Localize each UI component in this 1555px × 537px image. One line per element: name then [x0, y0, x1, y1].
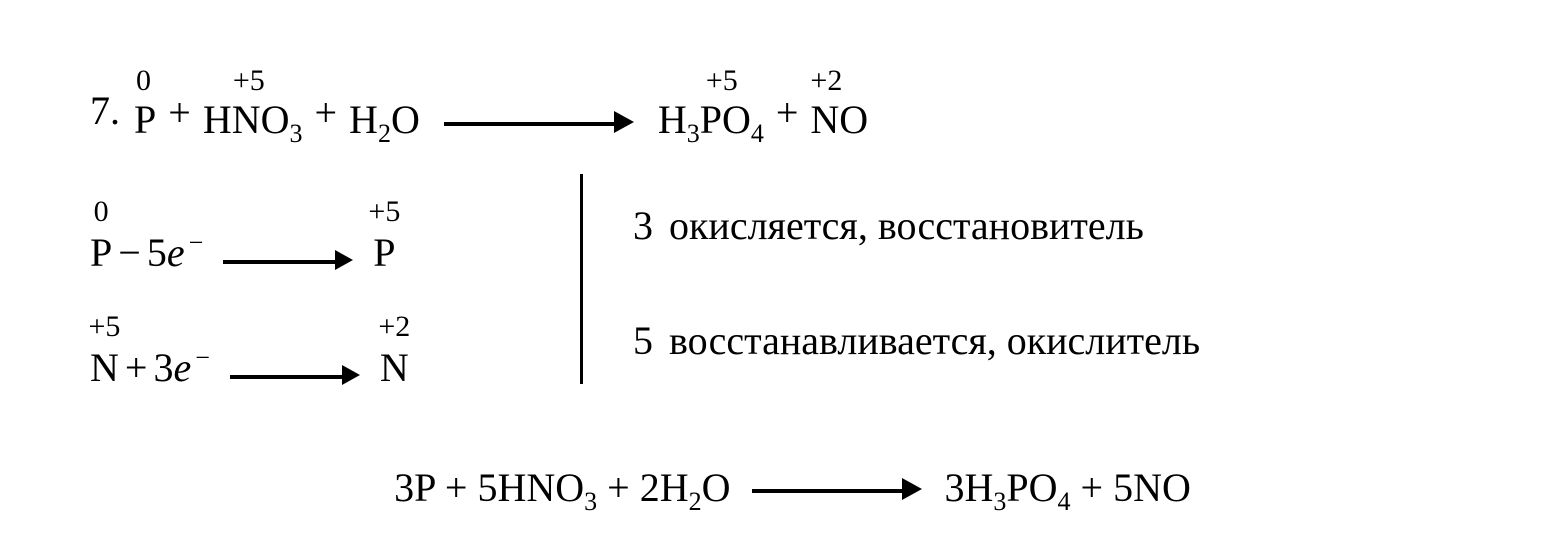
element-right: +5 P — [373, 229, 395, 276]
oxidation-state: 0 — [136, 66, 151, 96]
electron-count: 3 — [153, 344, 173, 391]
multiplier: 5 — [633, 317, 653, 364]
product-no: +2 NO — [810, 100, 868, 140]
plus-sign: + — [156, 89, 203, 140]
formula: P — [134, 100, 156, 140]
formula: H3PO4 — [658, 100, 764, 140]
plus-sign: + — [302, 89, 349, 140]
operator: + — [119, 344, 154, 391]
element-right: +2 N — [380, 344, 409, 391]
electron-symbol: e− — [167, 229, 203, 276]
formula: H2O — [349, 100, 420, 140]
role-text: восстанавливается, окислитель — [669, 317, 1200, 364]
half-reaction-oxidation: 0 P − 5 e− +5 P — [90, 176, 550, 276]
half-reactions: 0 P − 5 e− +5 P +5 N + — [90, 168, 570, 398]
half-reaction-reduction: +5 N + 3 e− +2 N — [90, 291, 550, 391]
oxidation-label-row: 3 окисляется, восстановитель — [633, 176, 1200, 276]
reactant-p: 0 P — [134, 100, 156, 140]
reduction-label-row: 5 восстанавливается, окислитель — [633, 291, 1200, 391]
oxidation-state: +5 — [233, 66, 265, 96]
problem-number: 7. — [90, 87, 120, 140]
oxidation-state: +2 — [378, 312, 410, 342]
reactant-hno3: +5 HNO3 — [203, 100, 303, 140]
role-text: окисляется, восстановитель — [669, 202, 1144, 249]
balanced-equation-text: 3P + 5HNO3 + 2H2O3H3PO4 + 5NO — [394, 468, 1191, 508]
electron-balance-block: 0 P − 5 e− +5 P +5 N + — [90, 168, 1495, 398]
element-left: 0 P — [90, 229, 112, 276]
oxidation-state: +5 — [88, 312, 120, 342]
electron-symbol: e− — [173, 344, 209, 391]
reactant-h2o: H2O — [349, 100, 420, 140]
operator: − — [112, 229, 147, 276]
balanced-equation: 3P + 5HNO3 + 2H2O3H3PO4 + 5NO — [90, 418, 1495, 508]
oxidation-state: +5 — [706, 66, 738, 96]
oxidation-state: +5 — [368, 197, 400, 227]
balance-labels: 3 окисляется, восстановитель 5 восстанав… — [633, 168, 1200, 398]
main-equation: 7. 0 P + +5 HNO3 + H2O +5 H3PO4 + +2 NO — [90, 30, 1495, 140]
oxidation-state: +2 — [810, 66, 842, 96]
plus-sign: + — [764, 89, 811, 140]
electron-count: 5 — [147, 229, 167, 276]
product-h3po4: +5 H3PO4 — [658, 100, 764, 140]
element-left: +5 N — [90, 344, 119, 391]
vertical-divider — [580, 174, 583, 384]
chemistry-problem: 7. 0 P + +5 HNO3 + H2O +5 H3PO4 + +2 NO — [0, 0, 1555, 537]
formula: HNO3 — [203, 100, 303, 140]
oxidation-state: 0 — [94, 197, 109, 227]
multiplier: 3 — [633, 202, 653, 249]
formula: NO — [810, 100, 868, 140]
